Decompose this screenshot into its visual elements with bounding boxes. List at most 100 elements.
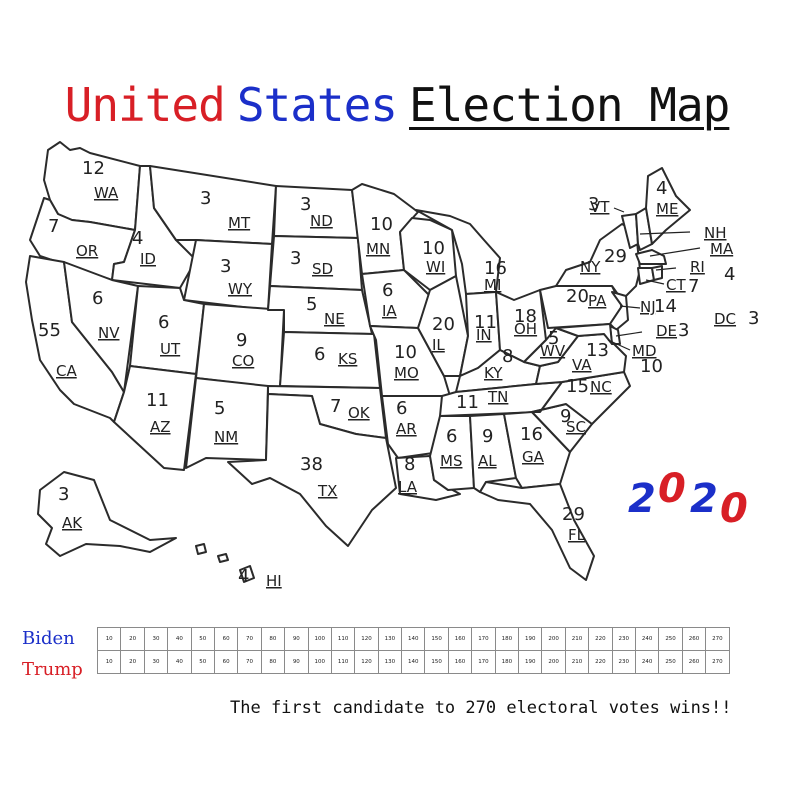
state-wi <box>399 217 457 291</box>
state-ma <box>635 249 667 265</box>
trump-tally-cell[interactable]: 170 <box>471 650 496 674</box>
state-label-or: OR <box>76 242 98 260</box>
trump-tally-cell[interactable]: 150 <box>424 650 449 674</box>
biden-tally-cell[interactable]: 70 <box>237 627 262 651</box>
trump-tally-cell[interactable]: 80 <box>260 650 286 674</box>
state-label-md: MD <box>632 342 657 360</box>
biden-tally-cell[interactable]: 260 <box>681 627 707 651</box>
state-label-nc: NC <box>590 378 612 396</box>
biden-tally-cell[interactable]: 270 <box>705 627 730 651</box>
electoral-votes-tx: 38 <box>300 454 323 475</box>
state-label-ny: NY <box>580 258 601 276</box>
trump-tally-cell[interactable]: 30 <box>143 650 169 674</box>
state-nh <box>635 207 653 251</box>
biden-tally-cell[interactable]: 140 <box>401 627 426 651</box>
state-label-oh: OH <box>514 320 537 338</box>
label-pointers <box>607 207 701 351</box>
year-digit: 2 <box>690 476 718 522</box>
biden-tally-cell[interactable]: 120 <box>354 627 379 651</box>
trump-tally-cell[interactable]: 220 <box>588 650 613 674</box>
biden-tally-cell[interactable]: 200 <box>541 627 566 651</box>
state-label-nh: NH <box>704 224 727 242</box>
biden-tally-cell[interactable]: 190 <box>518 627 543 651</box>
biden-tally-cell[interactable]: 240 <box>634 627 660 651</box>
biden-tally-cell[interactable]: 40 <box>167 627 192 651</box>
state-hi <box>195 543 255 583</box>
trump-tally-cell[interactable]: 60 <box>213 650 239 674</box>
biden-tally-cell[interactable]: 180 <box>494 627 520 651</box>
state-label-id: ID <box>140 250 156 268</box>
electoral-votes-al: 9 <box>482 426 493 447</box>
trump-tally-cell[interactable]: 250 <box>658 650 683 674</box>
biden-tally-cell[interactable]: 30 <box>143 627 169 651</box>
trump-tally-cell[interactable]: 40 <box>167 650 192 674</box>
trump-tally-cell[interactable]: 200 <box>541 650 566 674</box>
biden-tally-cell[interactable]: 210 <box>564 627 590 651</box>
biden-tally-cell[interactable]: 150 <box>424 627 449 651</box>
biden-tally-cell[interactable]: 90 <box>284 627 309 651</box>
electoral-votes-ar: 6 <box>396 398 407 419</box>
state-label-wv: WV <box>540 342 566 360</box>
biden-tally-cell[interactable]: 100 <box>307 627 332 651</box>
trump-tally-cell[interactable]: 270 <box>705 650 730 674</box>
trump-label: Trump <box>22 659 83 680</box>
biden-tally-cell[interactable]: 110 <box>330 627 356 651</box>
title-united: United <box>64 78 226 132</box>
electoral-votes-or: 7 <box>48 216 59 237</box>
trump-tally-cell[interactable]: 190 <box>518 650 543 674</box>
electoral-votes-ri: 4 <box>724 264 735 285</box>
electoral-votes-ny: 29 <box>604 246 627 267</box>
trump-tally-cell[interactable]: 90 <box>284 650 309 674</box>
biden-tally-row: 10 20 30 40 50 60 70 80 90 100 110 120 130 140 150 160 1… <box>96 627 730 651</box>
year-digit: 0 <box>720 486 748 532</box>
trump-tally-cell[interactable]: 20 <box>120 650 145 674</box>
state-label-co: CO <box>232 352 254 370</box>
electoral-votes-wy: 3 <box>220 256 231 277</box>
state-label-ma: MA <box>710 240 734 258</box>
trump-tally-cell[interactable]: 130 <box>377 650 403 674</box>
state-label-ct: CT <box>666 276 686 294</box>
electoral-votes-dc: 3 <box>748 308 759 329</box>
biden-tally-cell[interactable]: 160 <box>447 627 473 651</box>
biden-tally-cell[interactable]: 250 <box>658 627 683 651</box>
title-election-map: Election Map <box>409 78 730 132</box>
biden-tally-cell[interactable]: 130 <box>377 627 403 651</box>
electoral-votes-ms: 6 <box>446 426 457 447</box>
trump-tally-cell[interactable]: 210 <box>564 650 590 674</box>
electoral-votes-me: 4 <box>656 178 667 199</box>
biden-tally-cell[interactable]: 10 <box>96 627 122 651</box>
state-mi <box>415 209 501 295</box>
trump-tally-cell[interactable]: 230 <box>611 650 636 674</box>
electoral-votes-fl: 29 <box>562 504 585 525</box>
state-label-nd: ND <box>310 212 333 230</box>
trump-tally-cell[interactable]: 50 <box>190 650 215 674</box>
state-label-vt: VT <box>590 198 610 216</box>
state-label-ak: AK <box>62 514 83 532</box>
state-label-ne: NE <box>324 310 345 328</box>
trump-tally-cell[interactable]: 240 <box>634 650 660 674</box>
trump-tally-cell[interactable]: 180 <box>494 650 520 674</box>
state-label-de: DE <box>656 322 677 340</box>
biden-tally-cell[interactable]: 20 <box>120 627 145 651</box>
electoral-votes-wi: 10 <box>422 238 445 259</box>
biden-tally-cell[interactable]: 50 <box>190 627 215 651</box>
trump-tally-cell[interactable]: 140 <box>401 650 426 674</box>
biden-tally-cell[interactable]: 170 <box>471 627 496 651</box>
trump-tally-cell[interactable]: 260 <box>681 650 707 674</box>
biden-tally-cell[interactable]: 220 <box>588 627 613 651</box>
trump-tally-cell[interactable]: 120 <box>354 650 379 674</box>
state-ne <box>267 285 373 335</box>
trump-tally-cell[interactable]: 10 <box>96 650 122 674</box>
biden-tally-cell[interactable]: 60 <box>213 627 239 651</box>
biden-tally-cell[interactable]: 230 <box>611 627 636 651</box>
biden-tally-cell[interactable]: 80 <box>260 627 286 651</box>
trump-tally-cell[interactable]: 160 <box>447 650 473 674</box>
trump-tally-cell[interactable]: 70 <box>237 650 262 674</box>
state-label-mt: MT <box>228 214 251 232</box>
state-label-la: LA <box>398 478 418 496</box>
state-label-me: ME <box>656 200 678 218</box>
trump-tally-cell[interactable]: 110 <box>330 650 356 674</box>
electoral-votes-ut: 6 <box>158 312 169 333</box>
state-ak <box>37 471 177 557</box>
trump-tally-cell[interactable]: 100 <box>307 650 332 674</box>
